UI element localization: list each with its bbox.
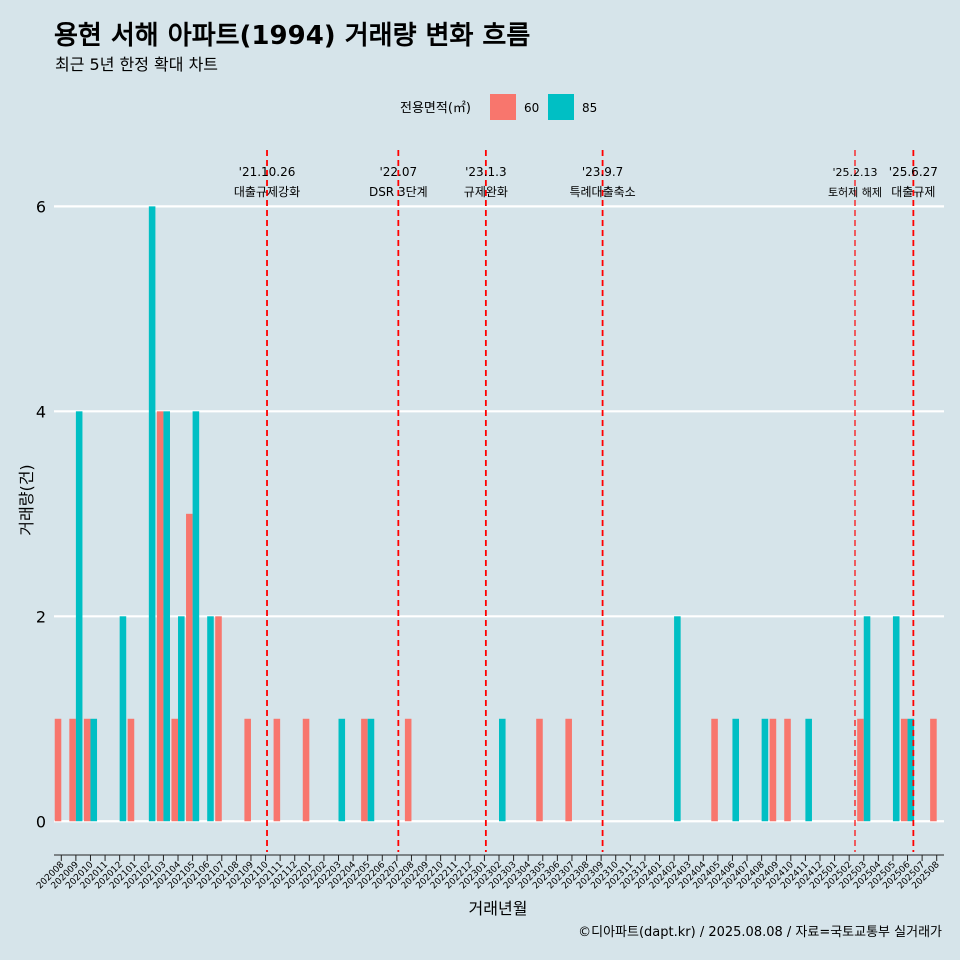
bar-85-202408	[761, 718, 769, 822]
event-label-5: 대출규제	[891, 185, 935, 199]
x-axis-label: 거래년월	[469, 899, 528, 918]
bar-85-202010	[90, 718, 98, 822]
legend-swatch-85	[548, 94, 574, 120]
bar-60-202506	[900, 718, 908, 822]
bar-60-202205	[361, 718, 368, 822]
event-label-3: 특례대출축소	[569, 185, 635, 199]
bars-layer	[54, 206, 937, 822]
bar-85-202102	[148, 206, 156, 822]
event-date-2: '23.1.3	[465, 165, 506, 179]
event-date-4: '25.2.13	[832, 166, 877, 179]
bar-60-202009	[69, 718, 76, 822]
bar-85-202406	[732, 718, 740, 822]
bar-85-202105	[192, 411, 200, 822]
y-axis-label: 거래량(건)	[17, 464, 36, 535]
chart-subtitle: 최근 5년 한정 확대 차트	[55, 55, 218, 74]
bar-60-202410	[784, 718, 791, 822]
bar-85-202302	[499, 718, 506, 822]
legend-label-60: 60	[524, 101, 539, 115]
events-layer: '21.10.26 대출규제강화 '22.07 DSR 3단계 '23.1.3 규제완화 '…	[234, 150, 938, 852]
legend-swatch-60	[490, 94, 516, 120]
y-tick-label-2: 2	[36, 607, 46, 626]
event-date-3: '23.9.7	[582, 165, 623, 179]
bar-85-202012	[119, 616, 127, 822]
event-label-2: 규제완화	[464, 185, 508, 199]
bar-60-202105	[186, 513, 193, 822]
event-label-4: 토허제 해제	[828, 185, 882, 199]
bar-60-202307	[565, 718, 572, 822]
bar-60-202008	[54, 718, 62, 822]
bar-60-202508	[930, 718, 937, 822]
legend: 전용면적(㎡) 60 85	[400, 94, 597, 120]
event-date-1: '22.07	[379, 165, 417, 179]
caption: ©디아파트(dapt.kr) / 2025.08.08 / 자료=국토교통부 실…	[578, 925, 942, 940]
y-tick-label-6: 6	[36, 197, 46, 216]
event-label-1: DSR 3단계	[369, 185, 428, 199]
bar-85-202104	[178, 616, 185, 822]
event-date-0: '21.10.26	[239, 165, 296, 179]
bar-85-202506	[907, 718, 915, 822]
bar-85-202103	[163, 411, 170, 822]
bar-60-202305	[536, 718, 543, 822]
y-tick-label-4: 4	[36, 402, 46, 421]
event-date-5: '25.6.27	[889, 165, 938, 179]
bar-85-202205	[367, 718, 375, 822]
bar-85-202203	[338, 718, 346, 822]
bar-85-202402	[674, 616, 681, 822]
bar-60-202010	[83, 718, 91, 822]
bar-85-202505	[892, 616, 900, 822]
bar-85-202411	[805, 718, 812, 822]
bar-60-202201	[302, 718, 310, 822]
legend-label-85: 85	[582, 101, 597, 115]
legend-title: 전용면적(㎡)	[400, 101, 471, 116]
bar-85-202009	[75, 411, 83, 822]
chart-title: 용현 서해 아파트(1994) 거래량 변화 흐름	[54, 21, 530, 51]
bar-60-202208	[404, 718, 412, 822]
bar-60-202111	[273, 718, 281, 822]
bar-60-202109	[244, 718, 251, 822]
y-tick-label-0: 0	[36, 812, 46, 831]
bar-60-202107	[215, 616, 222, 822]
axis-layer: 2020082020092020102020112020122021012021…	[35, 854, 944, 891]
bar-60-202103	[156, 411, 164, 822]
event-label-0: 대출규제강화	[234, 185, 300, 199]
bar-60-202405	[711, 718, 718, 822]
bar-85-202106	[207, 616, 214, 822]
bar-85-202503	[863, 616, 871, 822]
bar-60-202409	[769, 718, 777, 822]
bar-60-202101	[127, 718, 135, 822]
bar-60-202104	[171, 718, 179, 822]
bar-60-202503	[857, 718, 864, 822]
